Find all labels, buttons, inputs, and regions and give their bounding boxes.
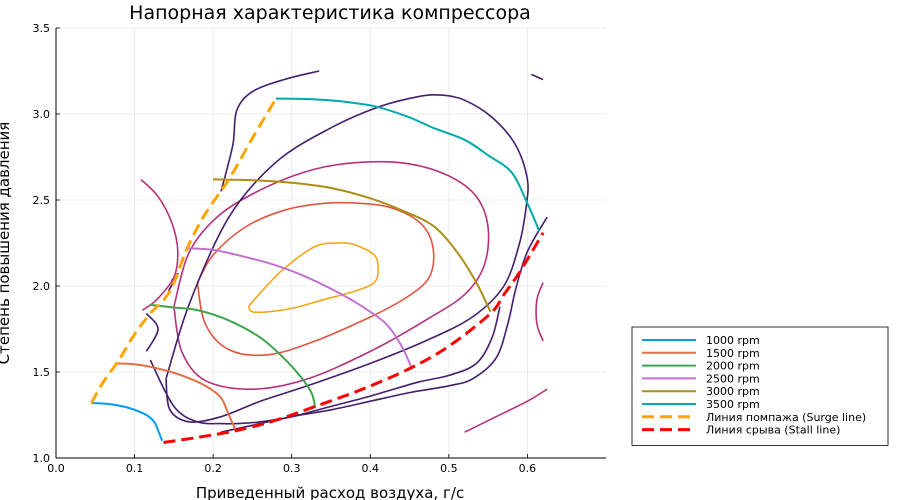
efficiency-contour [220,216,548,433]
efficiency-contour [165,94,529,423]
legend-label: Линия помпажа (Surge line) [706,411,866,424]
x-axis-label: Приведенный расход воздуха, г/с [196,484,464,500]
y-tick-label: 3.5 [33,22,51,35]
x-tick-label: 0.1 [126,462,144,475]
legend-label: 1000 rpm [706,334,760,347]
series-line-7 [163,231,545,444]
efficiency-contour [149,306,501,425]
y-tick-label: 3.0 [33,108,51,121]
efficiency-contour [220,70,320,192]
efficiency-contour [145,312,159,352]
efficiency-contours [140,70,548,433]
chart-title: Напорная характеристика компрессора [129,2,531,24]
series-line-4 [213,178,492,313]
series-line-0 [91,402,164,442]
efficiency-contour [140,178,179,311]
efficiency-contour [173,160,490,391]
tick-labels: 0.0 0.1 0.2 0.3 0.4 0.5 0.6 1.0 1.5 2.0 2.5 3.0 3.5 [33,22,537,475]
series-line-1 [114,362,238,433]
x-tick-label: 0.4 [362,462,380,475]
series-line-3 [187,247,413,370]
efficiency-contour [196,201,435,357]
legend-label: 2000 rpm [706,360,760,373]
x-tick-label: 0.5 [440,462,458,475]
y-tick-label: 2.5 [33,194,51,207]
y-tick-label: 2.0 [33,280,51,293]
efficiency-contour [531,73,544,81]
legend-label: 1500 rpm [706,347,760,360]
y-tick-label: 1.5 [33,366,51,379]
axes [55,27,606,459]
series-line-2 [150,303,317,409]
legend-label: 3000 rpm [706,385,760,398]
efficiency-contour [247,242,379,314]
x-tick-label: 0.2 [204,462,222,475]
legend-box [631,326,889,446]
efficiency-contour [535,282,544,342]
y-axis-label: Степень повышения давления [0,122,13,365]
legend-label: 2500 rpm [706,372,760,385]
y-tick-label: 1.0 [33,452,51,465]
x-tick-label: 0.6 [519,462,537,475]
x-tick-label: 0.0 [47,462,65,475]
legend-label: 3500 rpm [706,398,760,411]
series-lines [90,97,545,444]
legend-label: Линия срыва (Stall line) [706,424,840,437]
series-line-6 [90,97,278,404]
series-line-5 [275,97,541,232]
efficiency-contour [464,388,548,433]
x-tick-label: 0.3 [283,462,301,475]
